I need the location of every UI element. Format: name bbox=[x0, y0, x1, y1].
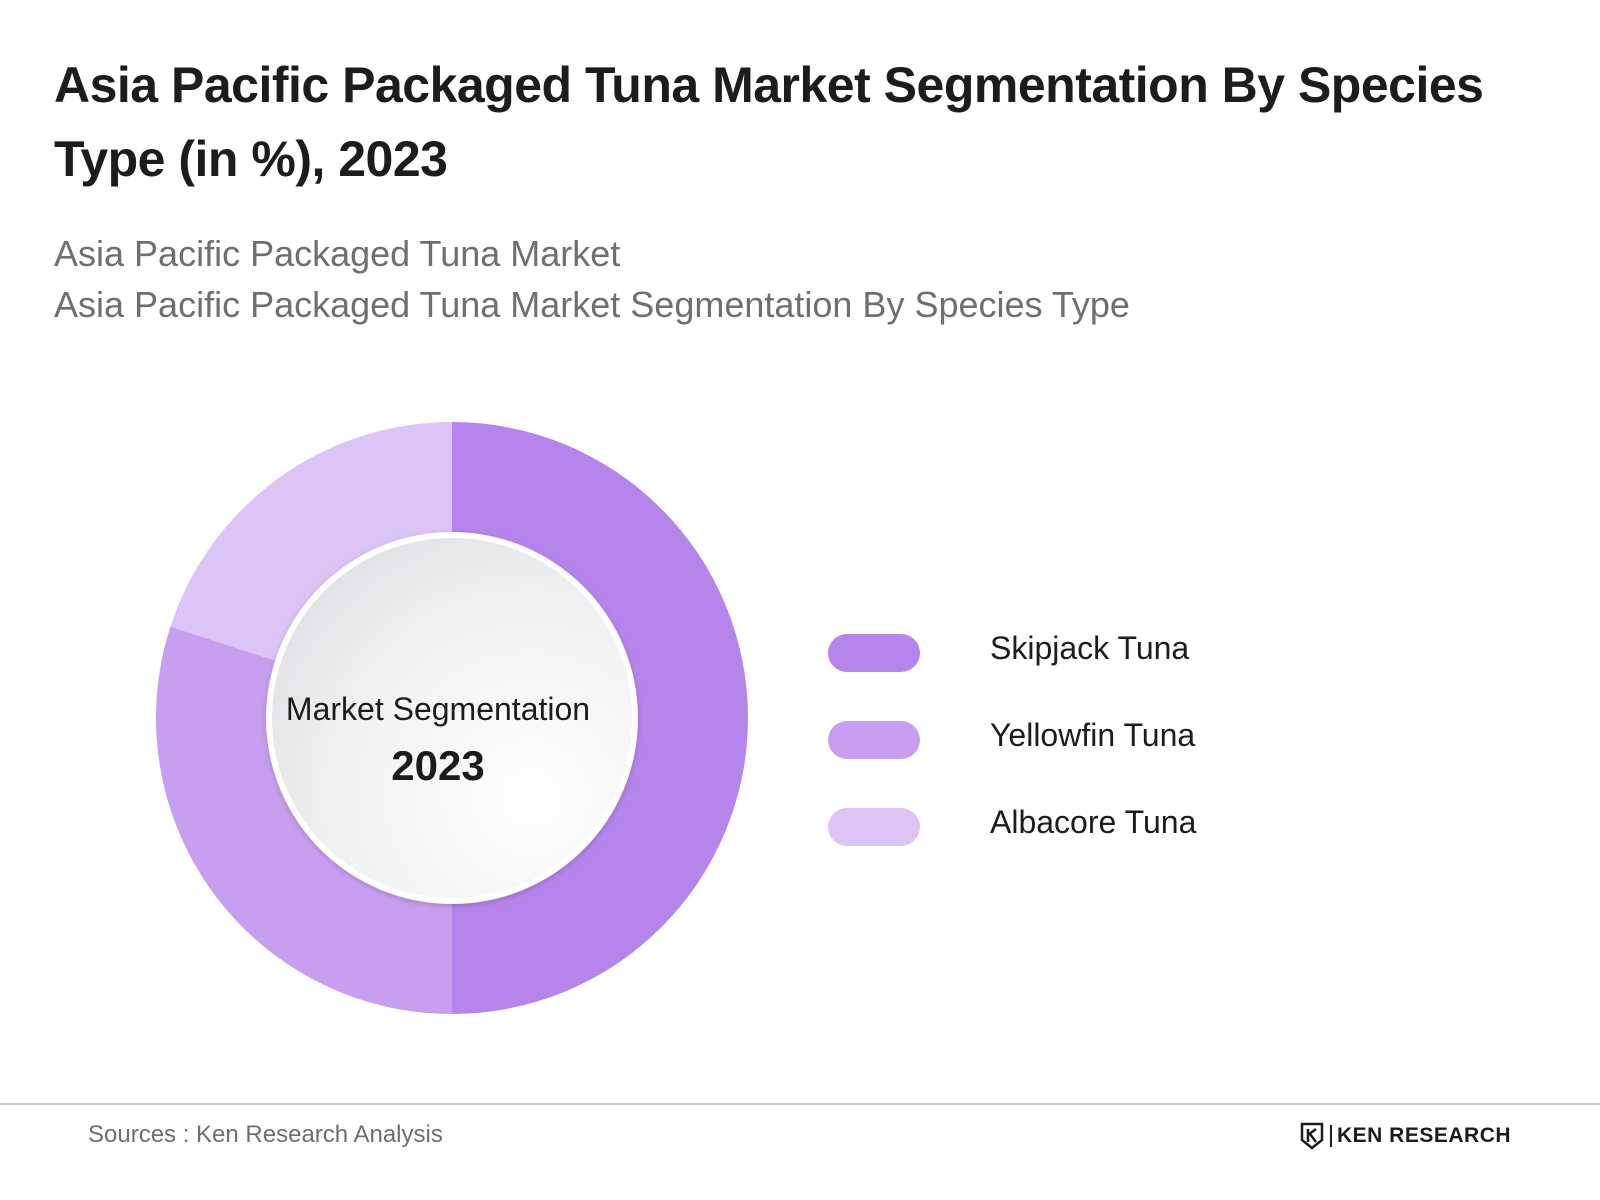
donut-center bbox=[272, 538, 632, 898]
donut-chart: Market Segmentation 2023 bbox=[156, 422, 748, 1014]
source-note: Sources : Ken Research Analysis bbox=[88, 1121, 443, 1148]
footer-divider bbox=[0, 1103, 1600, 1105]
subtitle-segmentation: Asia Pacific Packaged Tuna Market Segmen… bbox=[54, 284, 1130, 325]
legend-swatch-albacore bbox=[828, 808, 920, 846]
subtitle-market: Asia Pacific Packaged Tuna Market bbox=[54, 233, 621, 274]
legend-swatch-yellowfin bbox=[828, 721, 920, 759]
page-title: Asia Pacific Packaged Tuna Market Segmen… bbox=[54, 57, 1484, 187]
legend-label-skipjack: Skipjack Tuna bbox=[990, 630, 1190, 666]
ken-research-logo-text: KEN RESEARCH bbox=[1330, 1125, 1511, 1147]
center-year: 2023 bbox=[391, 742, 484, 789]
center-label: Market Segmentation bbox=[286, 691, 590, 727]
legend-label-albacore: Albacore Tuna bbox=[990, 804, 1197, 840]
ken-research-logo-icon bbox=[1300, 1122, 1324, 1150]
legend-label-yellowfin: Yellowfin Tuna bbox=[990, 717, 1196, 753]
legend-swatch-skipjack bbox=[828, 634, 920, 672]
ken-research-logo: KEN RESEARCH bbox=[1300, 1122, 1511, 1150]
